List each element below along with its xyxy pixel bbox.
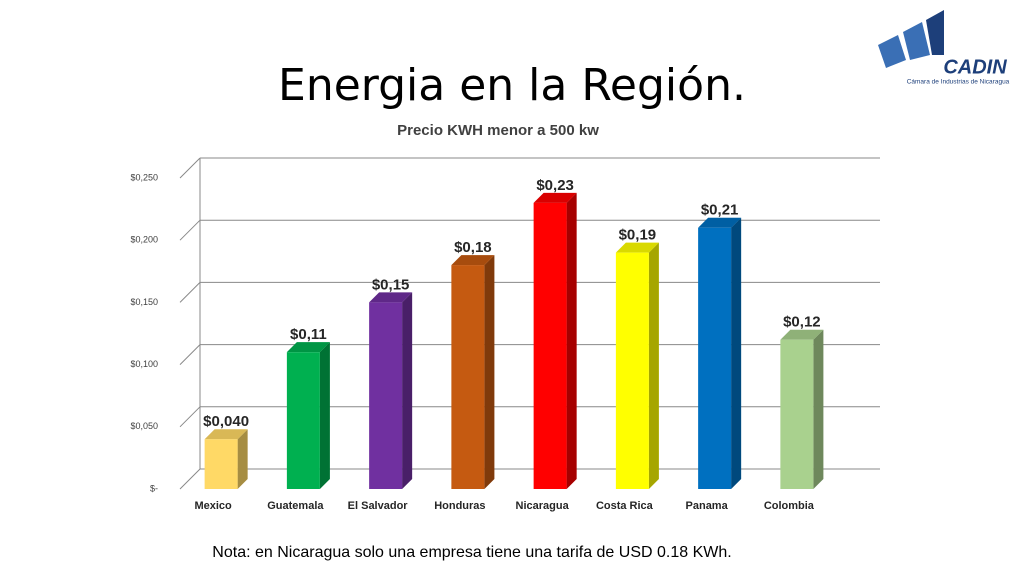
- bar-side-shade: [648, 242, 659, 489]
- y-tick-label: $0,250: [130, 172, 158, 182]
- plot: $- $0,050 $0,100 $0,150 $0,200 $0,250 Mexico $0…: [130, 157, 880, 512]
- value-label: $0,19: [619, 227, 657, 244]
- bar-side: [813, 329, 824, 489]
- note: Nota: en Nicaragua solo una empresa tien…: [212, 544, 731, 561]
- bar: [615, 252, 649, 489]
- bar-top: [698, 217, 742, 228]
- x-tick-label: Guatemala: [267, 500, 324, 512]
- bar-side-shade: [566, 192, 577, 489]
- value-label: $0,21: [701, 202, 739, 219]
- bar: [780, 339, 814, 489]
- grid-line-side: [179, 406, 201, 428]
- grid-line-side: [179, 282, 201, 303]
- bar-side-shade: [731, 217, 742, 489]
- bar-top: [780, 329, 824, 340]
- x-tick-label: El Salvador: [348, 500, 409, 512]
- logo-shape: [903, 22, 930, 60]
- x-tick-label: Costa Rica: [596, 500, 654, 512]
- grid-line-side: [179, 219, 201, 241]
- bar-top-shade: [780, 329, 824, 340]
- value-label: $0,23: [536, 177, 574, 194]
- value-label: $0,15: [372, 276, 410, 293]
- bar-side-shade: [402, 292, 413, 489]
- bar-top: [286, 342, 330, 353]
- bar-side: [731, 217, 742, 489]
- bar-side-shade: [484, 255, 495, 489]
- y-tick-label: $0,200: [130, 235, 158, 245]
- bar-top-shade: [369, 292, 413, 303]
- bar-top: [533, 192, 577, 203]
- value-label: $0,040: [203, 413, 249, 430]
- bar-top-shade: [204, 429, 248, 440]
- y-tick-label: $0,100: [130, 359, 158, 369]
- bar-top-shade: [615, 242, 659, 253]
- bar-side-shade: [319, 342, 330, 489]
- bar: [204, 439, 238, 489]
- value-label: $0,11: [290, 326, 327, 343]
- bar: [451, 265, 485, 489]
- bar-side-shade: [237, 429, 248, 489]
- x-tick-label: Colombia: [764, 500, 815, 512]
- logo-subtitle: Cámara de Industrias de Nicaragua: [907, 79, 1010, 86]
- bar-side: [319, 342, 330, 489]
- bar-side: [648, 242, 659, 489]
- bar-side: [237, 429, 248, 489]
- bar: [533, 202, 567, 489]
- bar: [286, 352, 320, 489]
- bar-top: [615, 242, 659, 253]
- slide-title: Energia en la Región.: [278, 60, 746, 111]
- chart-title: Precio KWH menor a 500 kw: [397, 122, 599, 139]
- grid-line-side: [179, 157, 201, 179]
- x-tick-label: Panama: [686, 500, 729, 512]
- logo-shape: [878, 35, 906, 68]
- x-tick-label: Mexico: [194, 500, 232, 512]
- bar-top: [369, 292, 413, 303]
- y-tick-label: $0,050: [130, 421, 158, 431]
- logo-shape: [926, 10, 944, 55]
- value-label: $0,18: [454, 239, 492, 256]
- value-label: $0,12: [783, 314, 821, 331]
- bar-side: [566, 192, 577, 489]
- bar: [369, 302, 403, 489]
- bar-top-shade: [698, 217, 742, 228]
- bar-top: [204, 429, 248, 440]
- bar-side: [402, 292, 413, 489]
- grid-line-side: [179, 344, 201, 365]
- x-tick-label: Nicaragua: [516, 500, 570, 512]
- y-tick-label: $0,150: [130, 297, 158, 307]
- bar: [698, 227, 732, 489]
- bar-top: [451, 255, 495, 266]
- bar-top-shade: [286, 342, 330, 353]
- logo: CADIN Cámara de Industrias de Nicaragua: [878, 10, 1010, 86]
- bar-top-shade: [533, 192, 577, 203]
- y-tick-label: $-: [150, 483, 158, 493]
- bar-side-shade: [813, 329, 824, 489]
- bar-top-shade: [451, 255, 495, 266]
- x-tick-label: Honduras: [434, 500, 485, 512]
- grid-line-side: [179, 468, 201, 490]
- logo-name: CADIN: [943, 56, 1007, 78]
- bar-side: [484, 255, 495, 489]
